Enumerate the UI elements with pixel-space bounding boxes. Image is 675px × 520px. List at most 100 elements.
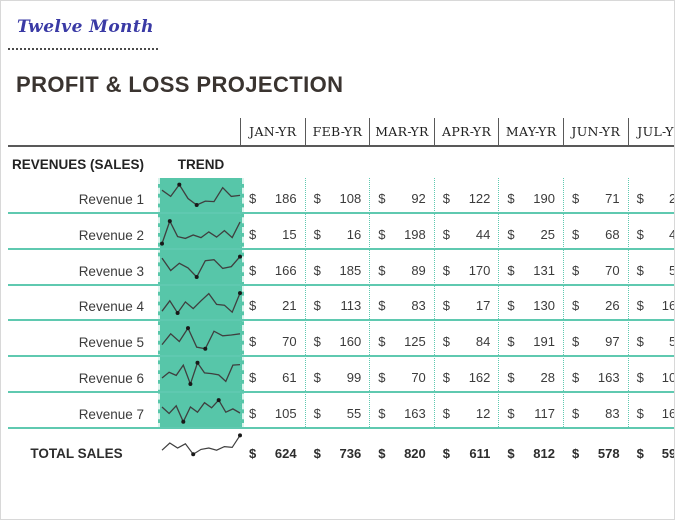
trend-sparkline-cell[interactable] xyxy=(158,322,244,356)
cell-revenue-3-col0[interactable]: $166 xyxy=(240,250,305,286)
cell-revenue-1-col5[interactable]: $71 xyxy=(563,178,628,214)
cell-value: 92 xyxy=(411,190,426,206)
currency-symbol: $ xyxy=(313,445,321,461)
cell-revenue-6-col4[interactable]: $28 xyxy=(498,357,563,393)
cell-revenue-3-col5[interactable]: $70 xyxy=(563,250,628,286)
row-label-revenue-7[interactable]: Revenue 7 xyxy=(78,406,144,422)
row-separator-line xyxy=(8,426,674,429)
cell-revenue-5-col3[interactable]: $84 xyxy=(434,321,499,357)
cell-value: 113 xyxy=(340,298,362,314)
cell-revenue-2-col3[interactable]: $44 xyxy=(434,214,499,250)
cell-total-col4[interactable]: $812 xyxy=(498,429,563,471)
cell-revenue-3-col2[interactable]: $89 xyxy=(369,250,434,286)
column-header-jul-yr[interactable]: JUL-YR xyxy=(627,118,674,145)
cell-revenue-7-col0[interactable]: $105 xyxy=(240,393,305,429)
row-separator-line xyxy=(8,319,674,322)
trend-sparkline-cell[interactable] xyxy=(158,287,244,321)
column-header-jun-yr[interactable]: JUN-YR xyxy=(563,118,628,145)
total-trend-sparkline[interactable] xyxy=(158,430,244,466)
currency-symbol: $ xyxy=(507,405,515,421)
cell-revenue-4-col6[interactable]: $16 xyxy=(628,286,675,322)
cell-revenue-7-col6[interactable]: $16 xyxy=(628,393,674,429)
column-header-apr-yr[interactable]: APR-YR xyxy=(433,118,499,145)
cell-revenue-4-col1[interactable]: $113 xyxy=(305,286,370,322)
cell-value: 5 xyxy=(669,334,674,349)
cell-total-col6[interactable]: $59 xyxy=(628,429,675,471)
cell-revenue-1-col4[interactable]: $190 xyxy=(498,178,563,214)
column-header-may-yr[interactable]: MAY-YR xyxy=(498,118,563,145)
cell-total-col3[interactable]: $611 xyxy=(434,429,499,471)
cell-value: 190 xyxy=(533,190,555,206)
cell-revenue-2-col4[interactable]: $25 xyxy=(498,214,563,250)
revenues-section-header: REVENUES (SALES) xyxy=(11,157,144,172)
cell-revenue-4-col0[interactable]: $21 xyxy=(240,286,305,322)
cell-revenue-1-col0[interactable]: $186 xyxy=(240,178,305,214)
cell-revenue-5-col5[interactable]: $97 xyxy=(563,321,628,357)
trend-sparkline-cell[interactable] xyxy=(158,215,244,249)
currency-symbol: $ xyxy=(636,334,644,350)
cell-revenue-5-col2[interactable]: $125 xyxy=(369,321,434,357)
cell-revenue-3-col3[interactable]: $170 xyxy=(434,250,499,286)
cell-revenue-4-col3[interactable]: $17 xyxy=(434,286,499,322)
cell-revenue-5-col4[interactable]: $191 xyxy=(498,321,563,357)
cell-revenue-2-col5[interactable]: $68 xyxy=(563,214,628,250)
row-label-revenue-3[interactable]: Revenue 3 xyxy=(78,263,144,279)
cell-revenue-5-col6[interactable]: $5 xyxy=(628,321,674,357)
cell-revenue-5-col1[interactable]: $160 xyxy=(305,321,370,357)
cell-total-col2[interactable]: $820 xyxy=(369,429,434,471)
cell-revenue-6-col6[interactable]: $10 xyxy=(628,357,674,393)
cell-revenue-3-col1[interactable]: $185 xyxy=(305,250,370,286)
cell-revenue-2-col1[interactable]: $16 xyxy=(305,214,370,250)
row-label-revenue-2[interactable]: Revenue 2 xyxy=(78,227,144,243)
cell-revenue-4-col4[interactable]: $130 xyxy=(498,286,563,322)
column-header-feb-yr[interactable]: FEB-YR xyxy=(304,118,370,145)
cell-value: 59 xyxy=(661,445,675,461)
cell-revenue-1-col6[interactable]: $2 xyxy=(628,178,674,214)
cell-value: 16 xyxy=(661,298,675,314)
cell-revenue-2-col0[interactable]: $15 xyxy=(240,214,305,250)
trend-sparkline-cell[interactable] xyxy=(158,394,244,428)
row-label-revenue-6[interactable]: Revenue 6 xyxy=(78,371,144,387)
cell-revenue-5-col0[interactable]: $70 xyxy=(240,321,305,357)
cell-revenue-6-col1[interactable]: $99 xyxy=(305,357,370,393)
cell-revenue-1-col1[interactable]: $108 xyxy=(305,178,370,214)
cell-revenue-6-col3[interactable]: $162 xyxy=(434,357,499,393)
cell-revenue-3-col4[interactable]: $131 xyxy=(498,250,563,286)
cell-value: 130 xyxy=(533,298,555,314)
total-sales-label[interactable]: TOTAL SALES xyxy=(30,445,123,461)
cell-revenue-7-col5[interactable]: $83 xyxy=(563,393,628,429)
cell-value: 122 xyxy=(468,190,491,206)
cell-revenue-6-col2[interactable]: $70 xyxy=(369,357,434,393)
cell-revenue-6-col0[interactable]: $61 xyxy=(240,357,305,393)
cell-total-col1[interactable]: $736 xyxy=(305,429,370,471)
cell-revenue-1-col3[interactable]: $122 xyxy=(434,178,499,214)
cell-revenue-2-col6[interactable]: $4 xyxy=(628,214,674,250)
cell-revenue-6-col5[interactable]: $163 xyxy=(563,357,628,393)
cell-revenue-1-col2[interactable]: $92 xyxy=(369,178,434,214)
column-header-mar-yr[interactable]: MAR-YR xyxy=(369,118,434,145)
cell-revenue-7-col4[interactable]: $117 xyxy=(498,393,563,429)
trend-sparkline-cell[interactable] xyxy=(158,358,244,392)
cell-value: 163 xyxy=(597,370,620,386)
row-label-revenue-5[interactable]: Revenue 5 xyxy=(78,335,144,351)
cell-total-col0[interactable]: $624 xyxy=(240,429,305,471)
row-label-revenue-4[interactable]: Revenue 4 xyxy=(78,299,144,315)
cell-revenue-4-col5[interactable]: $26 xyxy=(563,286,628,322)
cell-revenue-2-col2[interactable]: $198 xyxy=(369,214,434,250)
row-label-revenue-1[interactable]: Revenue 1 xyxy=(78,191,144,207)
currency-symbol: $ xyxy=(636,190,644,206)
column-header-jan-yr[interactable]: JAN-YR xyxy=(240,118,305,145)
cell-revenue-4-col2[interactable]: $83 xyxy=(369,286,434,322)
column-separator xyxy=(240,178,241,429)
trend-sparkline-cell[interactable] xyxy=(158,251,244,285)
cell-total-col5[interactable]: $578 xyxy=(563,429,628,471)
cell-revenue-7-col3[interactable]: $12 xyxy=(434,393,499,429)
currency-symbol: $ xyxy=(378,298,386,314)
currency-symbol: $ xyxy=(249,298,257,314)
trend-sparkline-cell[interactable] xyxy=(158,179,244,213)
cell-revenue-7-col1[interactable]: $55 xyxy=(305,393,370,429)
cell-value: 2 xyxy=(669,191,674,206)
cell-revenue-7-col2[interactable]: $163 xyxy=(369,393,434,429)
cell-value: 736 xyxy=(339,445,362,461)
cell-revenue-3-col6[interactable]: $5 xyxy=(628,250,674,286)
